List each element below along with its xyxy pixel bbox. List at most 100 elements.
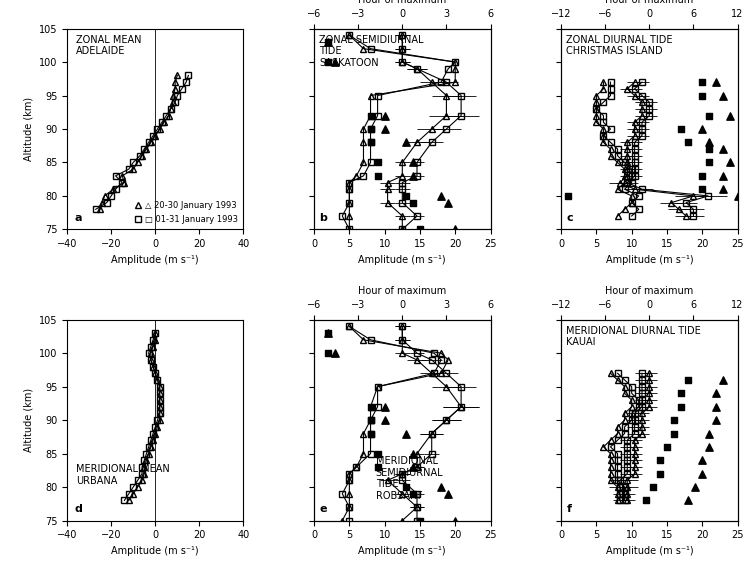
Point [711,389,723,398]
Point [323,348,335,358]
Point [400,192,412,201]
Point [703,442,715,451]
X-axis label: Amplitude (m s⁻¹): Amplitude (m s⁻¹) [606,546,693,556]
Point [364,429,376,438]
Point [323,37,335,46]
Point [372,462,384,471]
X-axis label: Hour of maximum: Hour of maximum [358,0,446,5]
Point [329,58,341,67]
Point [675,402,687,411]
Point [407,449,419,458]
Legend: △ 20-30 January 1993, □ 01-31 January 1993: △ 20-30 January 1993, □ 01-31 January 19… [132,200,239,225]
Point [697,469,708,478]
Point [407,171,419,180]
Point [364,415,376,424]
X-axis label: Hour of maximum: Hour of maximum [358,287,446,296]
Point [675,125,687,134]
Point [703,145,715,154]
Point [711,78,723,87]
Point [329,348,341,358]
Text: c: c [566,213,573,223]
Point [443,198,454,207]
Point [668,429,680,438]
X-axis label: Amplitude (m s⁻¹): Amplitude (m s⁻¹) [358,546,446,556]
Point [407,158,419,167]
Point [378,125,390,134]
X-axis label: Amplitude (m s⁻¹): Amplitude (m s⁻¹) [606,255,693,265]
Point [414,225,426,234]
Point [717,171,729,180]
Point [682,138,694,147]
Point [400,138,412,147]
Point [372,158,384,167]
Point [717,91,729,100]
Point [378,111,390,120]
X-axis label: Amplitude (m s⁻¹): Amplitude (m s⁻¹) [358,255,446,265]
Text: e: e [320,505,327,514]
Point [640,496,652,505]
Point [378,415,390,424]
Point [378,402,390,411]
Text: b: b [320,213,327,223]
Point [364,402,376,411]
Point [407,489,419,498]
Point [682,375,694,384]
Point [435,482,447,491]
Text: ZONAL DIURNAL TIDE
CHRISTMAS ISLAND: ZONAL DIURNAL TIDE CHRISTMAS ISLAND [566,35,673,56]
Point [697,185,708,194]
Point [717,145,729,154]
Point [725,111,737,120]
Point [323,58,335,67]
Point [661,442,673,451]
Point [675,389,687,398]
Y-axis label: Altitude (km): Altitude (km) [23,388,34,452]
Point [323,328,335,337]
Point [562,192,574,201]
Point [732,192,744,201]
Point [703,158,715,167]
Point [725,158,737,167]
Point [414,516,426,525]
Text: d: d [74,505,82,514]
Text: MERIDIONAL DIURNAL TIDE
KAUAI: MERIDIONAL DIURNAL TIDE KAUAI [566,326,701,347]
X-axis label: Amplitude (m s⁻¹): Amplitude (m s⁻¹) [112,255,199,265]
Point [697,456,708,465]
Point [689,482,701,491]
Point [435,192,447,201]
Point [682,496,694,505]
X-axis label: Hour of maximum: Hour of maximum [605,287,694,296]
Point [697,125,708,134]
Point [711,415,723,424]
Text: ZONAL SEMIDIURNAL
TIDE
SASKATOON: ZONAL SEMIDIURNAL TIDE SASKATOON [320,35,424,68]
Point [697,171,708,180]
X-axis label: Amplitude (m s⁻¹): Amplitude (m s⁻¹) [112,546,199,556]
Point [400,429,412,438]
Point [717,375,729,384]
Point [654,456,666,465]
Point [449,516,461,525]
Point [449,225,461,234]
Point [697,91,708,100]
Point [372,171,384,180]
Point [697,78,708,87]
Point [323,328,335,337]
X-axis label: Hour of maximum: Hour of maximum [605,0,694,5]
Point [400,482,412,491]
Point [407,462,419,471]
Point [443,489,454,498]
Y-axis label: Altitude (km): Altitude (km) [23,97,34,161]
Point [364,125,376,134]
Text: ZONAL MEAN
ADELAIDE: ZONAL MEAN ADELAIDE [76,35,142,56]
Point [668,415,680,424]
Text: f: f [566,505,571,514]
Point [703,111,715,120]
Point [703,429,715,438]
Point [372,449,384,458]
Point [654,469,666,478]
Point [364,111,376,120]
Point [323,37,335,46]
Text: MERIDIONAL MEAN
URBANA: MERIDIONAL MEAN URBANA [76,464,170,486]
Point [647,482,659,491]
Point [364,138,376,147]
Text: MERIDIONAL
SEMIDIURNAL
TIDE
ROBSART: MERIDIONAL SEMIDIURNAL TIDE ROBSART [375,456,443,501]
